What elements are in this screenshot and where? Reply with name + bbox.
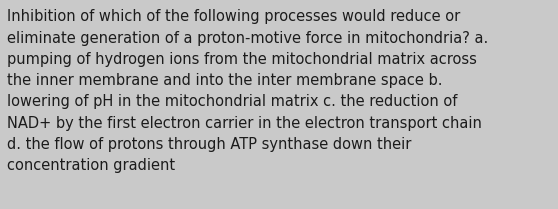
Text: Inhibition of which of the following processes would reduce or
eliminate generat: Inhibition of which of the following pro…	[7, 9, 488, 173]
